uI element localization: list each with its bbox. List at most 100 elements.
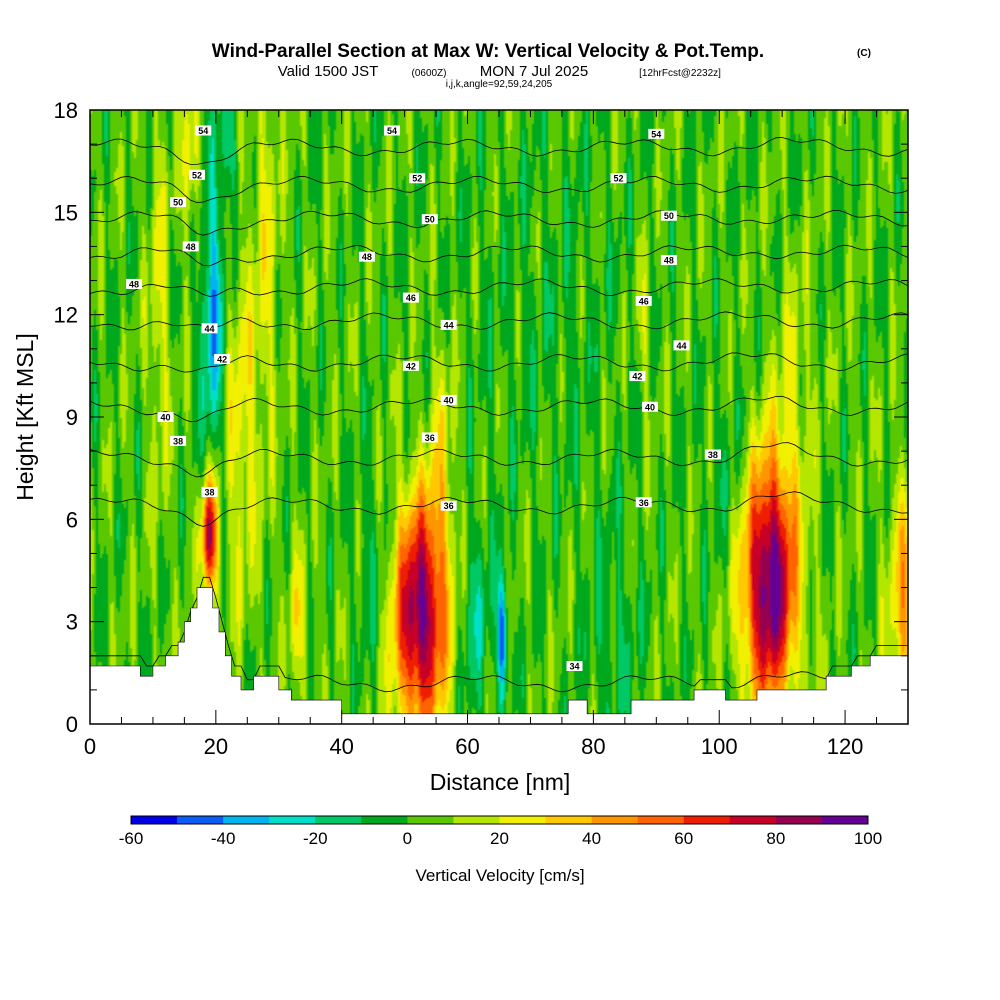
contour-label-text: 50 [173,198,183,208]
contour-label-box [704,449,721,460]
contour-label-48: 48 [358,251,375,262]
colorbar: -60 -40 -20 0 20 40 60 80 100 Vertical Velocity … [119,815,882,885]
contour-label-box [409,173,426,184]
contour-label-50: 50 [421,214,438,225]
isentrope-36 [90,491,908,527]
colorbar-swatch [729,816,777,824]
colorbar-swatch [637,816,685,824]
contour-label-36: 36 [421,432,438,443]
contour-label-box [440,394,457,405]
colorbar-swatch [177,816,224,824]
colorbar-swatch [683,816,731,824]
colorbar-tick-label: -20 [303,829,328,848]
terrain [90,587,908,724]
contour-label-box [421,214,438,225]
contour-label-text: 44 [444,320,454,330]
colorbar-swatch [269,816,316,824]
contour-label-text: 42 [406,361,416,371]
contour-label-text: 38 [708,450,718,460]
contour-label-box [660,255,677,266]
vertical-velocity-field [90,110,908,724]
contour-label-box [566,661,583,672]
contour-label-text: 52 [192,170,202,180]
contour-label-box [126,278,143,289]
x-tick-label: 120 [827,734,864,759]
contour-label-42: 42 [214,354,231,365]
contour-label-54: 54 [384,125,401,136]
colorbar-swatch [453,816,500,824]
contour-label-text: 42 [217,355,227,365]
contour-label-38: 38 [170,435,187,446]
contour-label-40: 40 [642,401,659,412]
chart-title-suffix: (C) [857,48,871,59]
contour-label-text: 54 [651,129,661,139]
colorbar-swatch [775,816,823,824]
contour-label-text: 46 [406,293,416,303]
contour-label-box [214,354,231,365]
chart-valid-time: Valid 1500 JST [278,63,379,80]
contour-label-text: 36 [425,433,435,443]
contour-label-text: 50 [425,215,435,225]
x-tick-label: 80 [581,734,605,759]
chart-valid-utc: (0600Z) [411,68,446,79]
contour-label-48: 48 [660,255,677,266]
contour-label-38: 38 [704,449,721,460]
contour-label-52: 52 [610,173,627,184]
contour-label-box [182,241,199,252]
plot-area: 54 54 54 52 52 52 50 50 50 48 48 48 48 46 46 44 44 44 42 42… [54,98,909,759]
contour-label-54: 54 [195,125,212,136]
contour-label-box [660,210,677,221]
contour-label-48: 48 [182,241,199,252]
y-axis-label: Height [Kft MSL] [12,333,38,500]
contour-label-box [201,323,218,334]
contour-label-42: 42 [402,360,419,371]
contour-label-box [642,401,659,412]
contour-label-box [201,487,218,498]
contour-label-42: 42 [629,371,646,382]
colorbar-tick-label: 0 [403,829,412,848]
contour-label-text: 46 [639,297,649,307]
isentrope-52 [90,175,908,204]
contour-label-box [384,125,401,136]
y-tick-label: 18 [54,98,78,123]
contour-label-text: 40 [160,413,170,423]
colorbar-frame [130,815,869,825]
contour-label-text: 38 [173,436,183,446]
contour-label-text: 42 [632,372,642,382]
y-tick-label: 0 [66,712,78,737]
colorbar-swatch [545,816,593,824]
contour-label-50: 50 [170,197,187,208]
contour-label-box [157,412,174,422]
contour-label-54: 54 [648,128,665,139]
contour-label-box [635,296,652,307]
contour-label-text: 54 [198,126,208,136]
chart-valid-date: MON 7 Jul 2025 [480,63,588,80]
contour-label-text: 40 [645,402,655,412]
colorbar-ticks: -60 -40 -20 0 20 40 60 80 100 [119,829,882,848]
contour-labels: 54 54 54 52 52 52 50 50 50 48 48 48 48 46 46 44 44 44 42 42… [126,125,721,672]
contour-label-40: 40 [157,412,174,423]
colorbar-swatches [131,816,869,824]
colorbar-tick-label: -60 [119,829,144,848]
contour-label-text: 34 [569,662,579,672]
contour-label-box [402,360,419,371]
contour-label-box [635,497,652,508]
isentrope-44 [90,311,908,331]
chart-grid-indices: i,j,k,angle=92,59,24,205 [446,79,553,90]
contour-label-text: 36 [639,498,649,508]
contour-label-text: 38 [205,488,215,498]
colorbar-swatch [591,816,639,824]
contour-label-text: 54 [387,126,397,136]
colorbar-swatch [131,816,178,824]
chart-title: Wind-Parallel Section at Max W: Vertical… [212,41,764,62]
contour-label-box [358,251,375,262]
contour-label-box [673,340,690,351]
contour-label-text: 48 [129,279,139,289]
y-tick-label: 15 [54,200,78,225]
isentrope-54 [90,137,908,165]
x-axis-label: Distance [nm] [430,769,571,795]
isentrope-40 [90,395,908,423]
colorbar-tick-label: 20 [490,829,509,848]
